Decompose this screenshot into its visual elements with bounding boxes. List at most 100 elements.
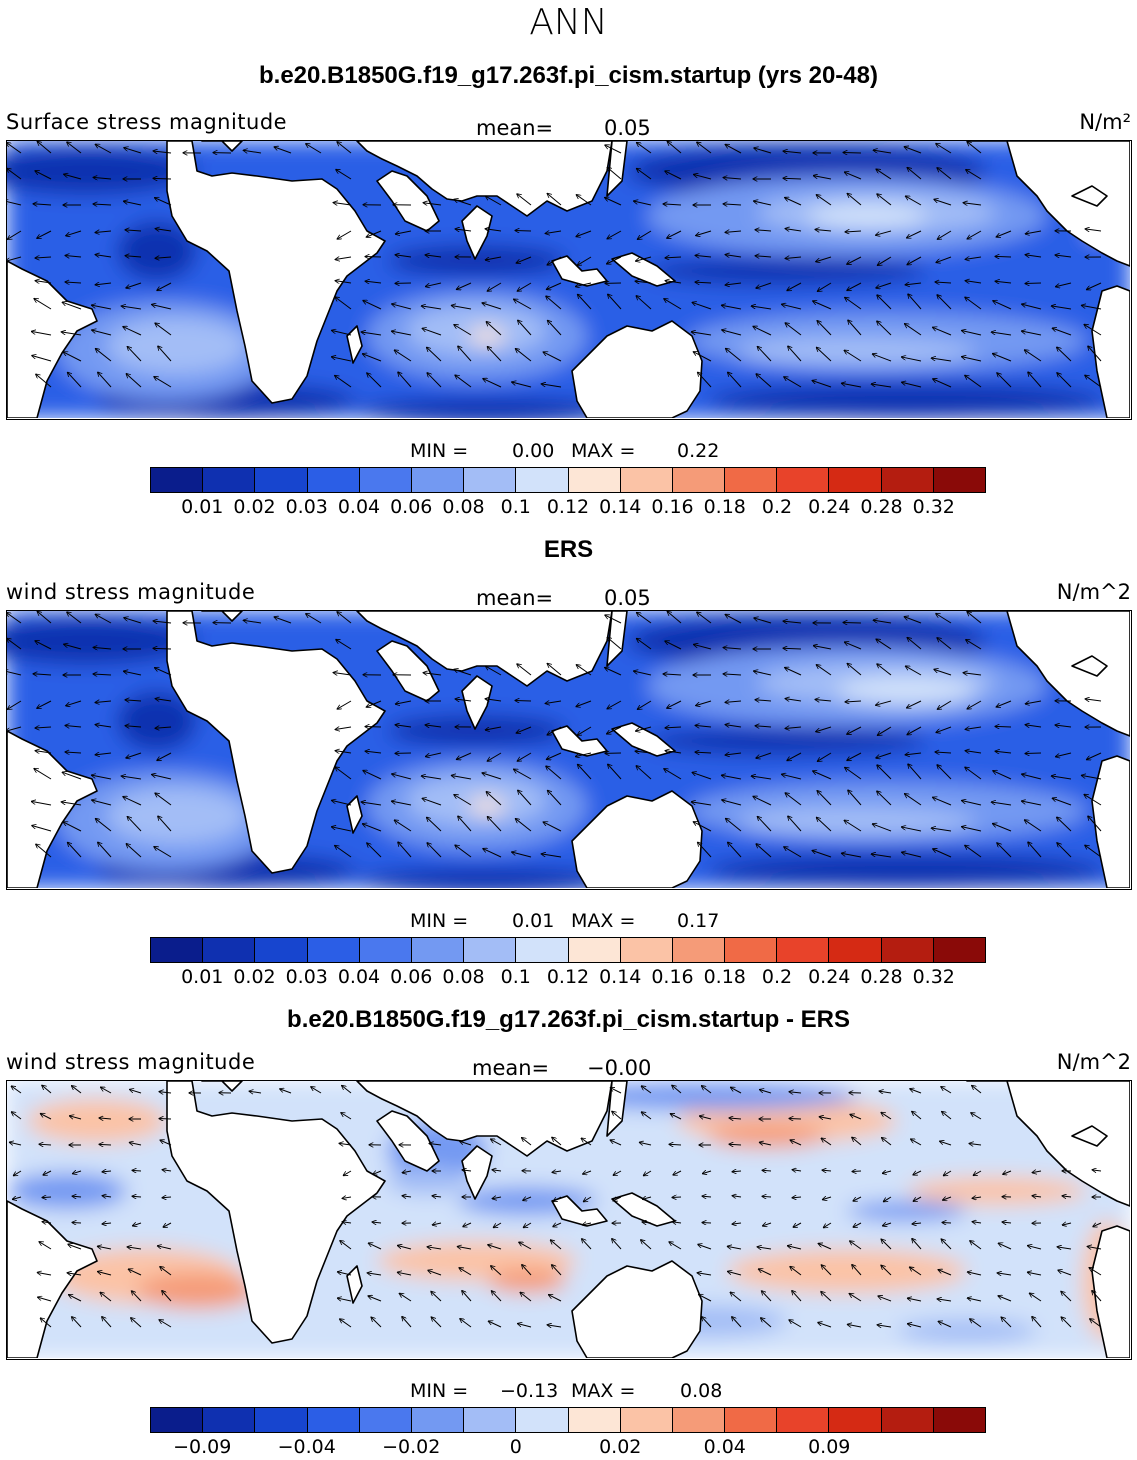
wind-vector [422,798,442,806]
wind-vector [582,1223,592,1225]
wind-vector [515,700,532,701]
wind-vector [158,816,172,832]
colorbar-swatch [933,1408,985,1432]
contour-band [469,798,505,814]
wind-vector [965,375,982,388]
wind-vector [362,354,382,362]
wind-vector [425,725,442,727]
wind-vector [721,775,742,780]
wind-vector [102,1196,112,1197]
wind-vector [636,766,652,780]
panel-3-title: b.e20.B1850G.f19_g17.263f.pi_cism.startu… [287,1006,850,1033]
wind-vector [905,753,922,755]
wind-vector [7,638,22,650]
wind-vector [483,849,502,858]
wind-vector [605,145,622,154]
wind-vector [937,765,952,780]
wind-vector [847,663,862,676]
wind-vector [492,1197,502,1199]
panel-2-mean-value: 0.05 [604,586,651,610]
wind-vector [877,256,892,265]
colorbar-swatch [620,468,673,492]
wind-vector [610,1088,622,1094]
wind-vector [391,331,412,336]
wind-vector [812,851,832,858]
wind-vector [816,256,832,262]
wind-vector [368,1296,382,1302]
wind-vector [821,1138,832,1146]
wind-vector [695,752,712,753]
wind-vector [732,1317,742,1328]
wind-vector [636,612,652,624]
wind-vector [877,726,892,735]
wind-vector [306,614,322,624]
wind-vector [547,790,562,806]
wind-vector [901,827,922,832]
wind-vector [843,622,862,623]
wind-vector [132,1170,142,1171]
wind-vector [126,374,142,388]
wind-vector [514,769,532,780]
contour-band [807,204,927,228]
wind-vector [696,230,712,236]
wind-vector [492,1170,502,1171]
wind-vector [757,346,772,362]
wind-vector [576,700,592,707]
wind-vector [730,1087,742,1094]
wind-vector [519,1242,532,1250]
wind-vector [757,816,772,832]
wind-vector [727,1246,742,1249]
wind-vector [967,1298,982,1302]
contour-band [137,1273,257,1309]
wind-vector [751,306,772,310]
wind-vector [935,282,952,283]
coastline [201,1080,243,1092]
wind-vector [67,372,82,388]
wind-vector [485,699,502,701]
wind-vector [937,295,952,310]
wind-vector [937,700,952,709]
wind-vector [967,230,982,239]
wind-vector [274,147,292,154]
colorbar-tick-label: 0.14 [599,496,642,518]
wind-vector [65,282,82,283]
wind-vector [966,640,982,650]
wind-vector [7,256,22,261]
wind-vector [785,257,802,258]
wind-vector [35,727,52,728]
wind-vector [907,1298,922,1301]
coastline [201,140,243,152]
wind-vector [67,142,82,154]
wind-vector [635,751,652,753]
colorbar-tick-label: 0.24 [808,966,851,988]
wind-vector [367,843,382,858]
panel-3-min-label: MIN = [410,1380,469,1402]
wind-vector [155,793,172,806]
wind-vector [934,669,952,676]
wind-vector [427,843,442,858]
wind-vector [910,1089,922,1094]
contour-band [387,245,567,277]
wind-vector [454,199,472,206]
wind-vector [992,823,1012,832]
wind-vector [942,1111,952,1120]
wind-vector [751,776,772,780]
wind-vector [1084,324,1102,336]
wind-vector [692,772,712,780]
panel-2-max-label: MAX = [571,910,636,932]
wind-vector [40,1318,52,1328]
wind-vector [394,350,412,362]
wind-vector [152,774,172,780]
wind-vector [613,1170,622,1175]
wind-vector [95,725,112,727]
colorbar-tick-label: −0.04 [277,1436,336,1458]
wind-vector [153,178,172,179]
wind-vector [575,752,592,757]
wind-vector [42,1222,52,1223]
wind-vector [488,1321,502,1328]
coastline [1071,1125,1108,1147]
colorbar-tick-label: 0.32 [912,966,955,988]
wind-vector [1062,1223,1072,1225]
wind-vector [515,230,532,231]
wind-vector [7,700,22,709]
